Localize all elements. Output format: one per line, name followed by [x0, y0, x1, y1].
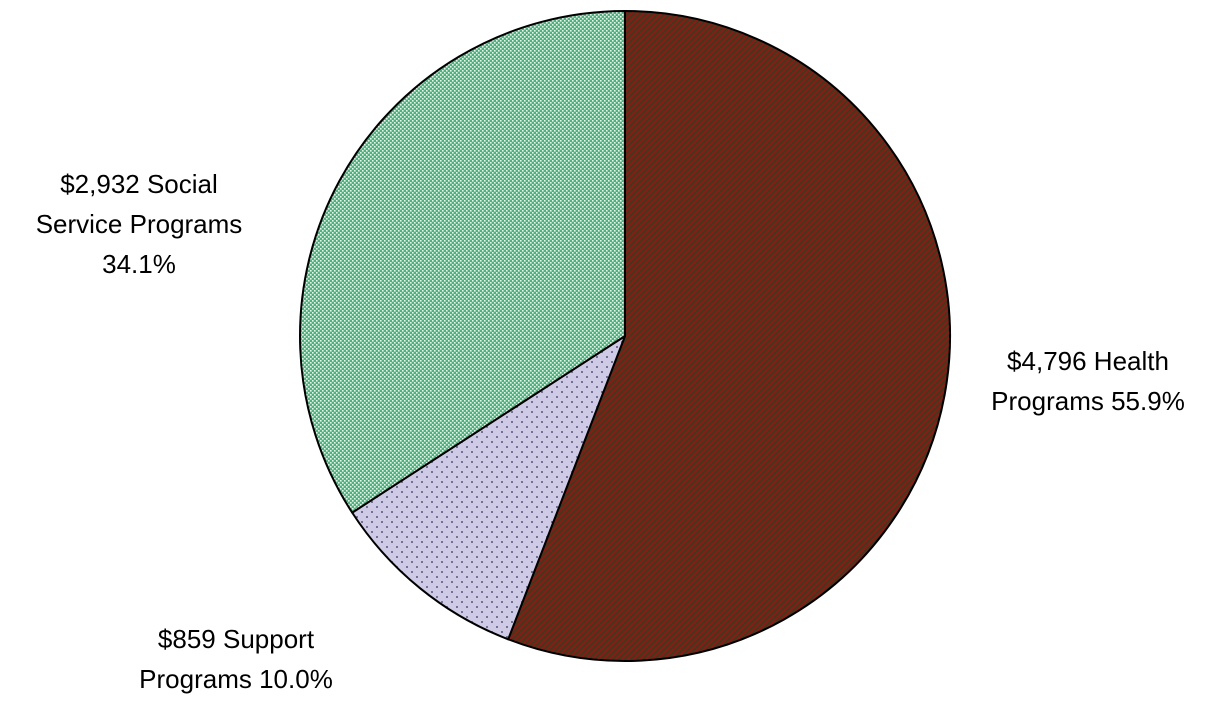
slice-label-support-programs: $859 Support Programs 10.0%	[139, 624, 333, 694]
slice-label-health-programs: $4,796 Health Programs 55.9%	[991, 346, 1185, 416]
pie-slice-health-programs	[507, 10, 951, 662]
pie-slice-support-programs	[351, 335, 626, 641]
pie-labels: $4,796 Health Programs 55.9% $859 Support P…	[36, 169, 1185, 694]
slice-label-line: $4,796 Health	[1007, 346, 1169, 376]
slice-label-line: Programs 55.9%	[991, 386, 1185, 416]
slice-label-line: 34.1%	[102, 249, 176, 279]
slice-label-line: Programs 10.0%	[139, 664, 333, 694]
pie-slices	[299, 10, 951, 662]
slice-label-line: $2,932 Social	[60, 169, 218, 199]
pie-slice-social-service-programs	[299, 10, 626, 514]
slice-label-line: $859 Support	[158, 624, 315, 654]
slice-label-social-service-programs: $2,932 Social Service Programs 34.1%	[36, 169, 243, 279]
slice-label-line: Service Programs	[36, 209, 243, 239]
